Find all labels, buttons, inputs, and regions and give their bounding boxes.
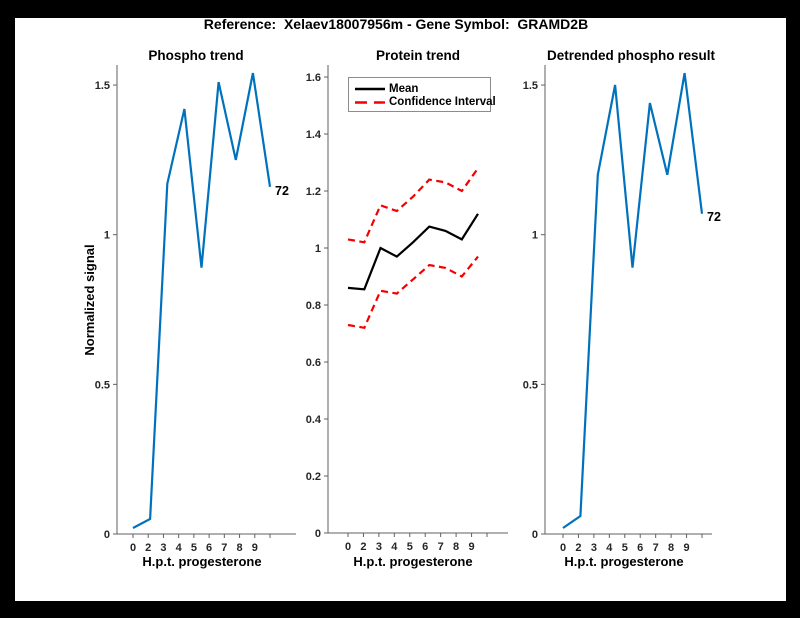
y-tick-label: 1.5: [523, 80, 538, 92]
phospho-signal-line: [132, 72, 272, 529]
x-tick-label: 6: [206, 542, 212, 554]
x-tick-label: 8: [668, 542, 674, 554]
y-tick-label: 1: [532, 230, 538, 242]
x-tick-label: 8: [453, 541, 459, 553]
x-tick-label: 3: [160, 542, 166, 554]
x-tick-label: 5: [191, 542, 197, 554]
y-tick-label: 0: [104, 529, 110, 541]
x-axis-label-1: H.p.t. progesterone: [142, 554, 262, 569]
x-tick-label: 7: [221, 542, 227, 554]
x-tick-label: 0: [345, 541, 351, 553]
annotation-72-detrended: 72: [707, 210, 721, 224]
figure-title: Reference: Xelaev18007956m - Gene Symbol…: [203, 16, 589, 32]
detrended-phospho-line: [562, 72, 704, 529]
subplot-title-phospho-trend: Phospho trend: [148, 48, 244, 63]
subplot-phospho-trend: 0 2 3 4 5 6 7 8 900.511.5: [95, 65, 296, 554]
legend-label-confidence-interval: Confidence Interval: [389, 96, 496, 108]
y-tick-label: 1.4: [306, 129, 322, 141]
x-tick-label: 2: [575, 542, 581, 554]
x-tick-label: 4: [391, 541, 398, 553]
x-axis-label-3: H.p.t. progesterone: [564, 554, 684, 569]
figure-canvas-rect: [15, 18, 786, 601]
y-tick-label: 0.6: [306, 357, 321, 369]
x-tick-label: 3: [376, 541, 382, 553]
y-tick-label: 0: [315, 528, 321, 540]
y-tick-label: 0.8: [306, 300, 321, 312]
y-tick-label: 0.4: [306, 414, 322, 426]
x-tick-label: 9: [468, 541, 474, 553]
y-tick-label: 1.5: [95, 80, 110, 92]
x-tick-label: 9: [252, 542, 258, 554]
x-tick-label: 6: [422, 541, 428, 553]
x-tick-label: 2: [360, 541, 366, 553]
legend-box: [348, 77, 491, 112]
ci-upper-line: [347, 167, 479, 244]
y-tick-label: 1.6: [306, 72, 321, 84]
legend-label-mean: Mean: [389, 83, 419, 95]
y-tick-label: 0.5: [523, 379, 538, 391]
y-tick-label: 0.2: [306, 471, 321, 483]
x-tick-label: 4: [176, 542, 183, 554]
x-tick-label: 4: [606, 542, 613, 554]
x-tick-label: 9: [683, 542, 689, 554]
y-tick-label: 0: [532, 529, 538, 541]
subplot-title-protein-trend: Protein trend: [375, 48, 460, 63]
mean-line: [347, 213, 479, 291]
y-tick-label: 0.5: [95, 379, 110, 391]
x-tick-label: 3: [591, 542, 597, 554]
x-tick-label: 0: [130, 542, 136, 554]
subplot-protein-trend: 0 2 3 4 5 6 7 8 900.20.40.60.811.21.41.6: [306, 65, 508, 553]
x-tick-label: 2: [145, 542, 151, 554]
y-axis-label: Normalized signal: [82, 244, 97, 356]
ci-lower-line: [347, 255, 479, 330]
x-tick-label: 7: [653, 542, 659, 554]
x-tick-label: 6: [637, 542, 643, 554]
y-tick-label: 1.2: [306, 186, 321, 198]
x-axis-label-2: H.p.t. progesterone: [353, 554, 473, 569]
subplot-detrended-phospho-result: 0 2 3 4 5 6 7 8 900.511.5: [523, 65, 712, 554]
x-tick-label: 0: [560, 542, 566, 554]
annotation-72-phospho: 72: [275, 184, 289, 198]
x-tick-label: 5: [622, 542, 628, 554]
y-tick-label: 1: [104, 230, 110, 242]
x-tick-label: 7: [438, 541, 444, 553]
x-tick-label: 8: [236, 542, 242, 554]
subplot-title-detrended-phospho: Detrended phospho result: [546, 48, 715, 63]
y-tick-label: 1: [315, 243, 321, 255]
x-tick-label: 5: [407, 541, 413, 553]
